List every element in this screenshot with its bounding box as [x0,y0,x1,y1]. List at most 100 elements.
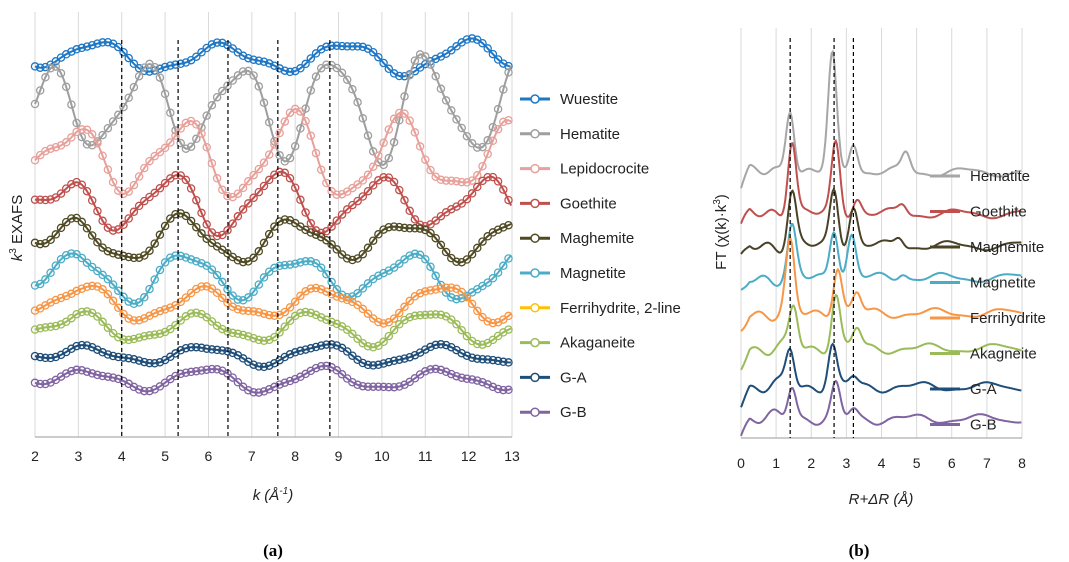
data-point [275,380,284,389]
data-point [395,320,404,329]
data-point [30,99,40,109]
data-point [296,195,305,205]
data-point [35,195,45,204]
data-point [374,317,383,327]
data-point [342,254,352,263]
data-point [493,384,503,394]
data-point [72,365,81,375]
data-point [337,370,347,379]
data-point [197,343,206,353]
data-point [140,251,149,260]
data-point [207,364,217,374]
data-point [264,385,274,394]
data-point [202,365,211,374]
data-point [233,189,243,198]
data-point [192,308,201,317]
data-point [504,68,513,77]
data-point [249,360,258,369]
data-point [473,339,482,349]
data-point [82,140,92,149]
data-point [431,72,440,81]
data-point [145,331,154,340]
data-point [77,284,87,293]
data-point [436,310,446,320]
data-point [41,62,50,72]
data-point [342,347,352,356]
data-point [82,186,92,196]
data-point [82,224,92,233]
data-point [452,371,461,381]
data-point [56,223,66,233]
data-point [473,376,482,385]
data-point [316,341,326,350]
series-line-magnetite [34,252,512,305]
data-point [280,66,290,75]
data-point [348,377,357,387]
data-point [306,257,316,266]
data-point [181,343,191,353]
data-point [244,199,253,208]
data-point [301,257,310,266]
data-point [368,162,378,171]
data-point [311,72,321,81]
data-point [98,348,107,357]
data-point [275,328,284,337]
data-point [30,62,40,71]
data-point [374,52,383,62]
data-point [348,200,357,210]
data-point [368,147,378,156]
data-point [145,156,154,166]
x-tick-label-a: 9 [335,448,343,464]
data-point [51,230,61,239]
data-point [207,345,217,354]
data-point [56,189,66,198]
data-point [395,382,404,391]
data-point [379,160,388,170]
data-point [400,302,409,312]
data-point [306,131,316,141]
data-point [488,355,498,365]
data-point [499,59,508,68]
data-point [478,377,487,387]
series-hematite [30,50,513,170]
data-point [488,136,498,146]
data-point [431,271,440,281]
data-point [244,53,253,63]
data-point [441,288,451,297]
data-point [400,354,409,363]
data-point [322,315,331,325]
data-point [332,319,342,329]
data-point [155,265,165,275]
data-point [363,170,373,180]
data-point [358,249,368,259]
data-point [160,178,170,188]
data-point [197,282,206,291]
data-point [254,388,264,397]
data-point [140,293,149,302]
data-point [67,133,76,142]
data-point [395,222,404,232]
data-point [447,283,456,292]
x-tick-label-b: 8 [1018,455,1026,471]
data-point [327,340,336,349]
x-tick-label-a: 6 [205,448,213,464]
data-point [181,211,191,221]
data-point [306,219,316,228]
data-point [473,182,482,192]
data-point [311,310,321,320]
data-point [311,49,321,58]
data-point [192,195,201,205]
data-point [259,158,269,167]
series-line-ferrihydrite [740,237,1022,332]
data-point [483,380,492,389]
data-point [119,251,128,261]
data-point [483,278,492,287]
x-tick-label-a: 12 [461,448,477,464]
data-point [259,98,269,108]
data-point [98,216,107,226]
data-point [452,176,461,186]
data-point [108,249,118,258]
data-point [426,60,435,69]
data-point [301,208,310,217]
data-point [197,258,206,268]
